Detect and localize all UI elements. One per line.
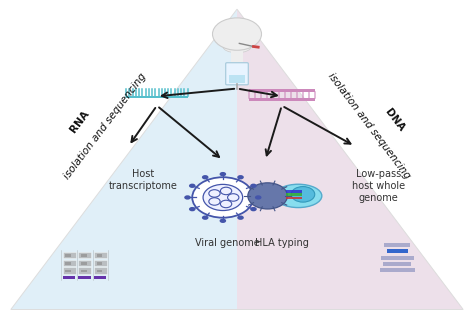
Text: Low-pass
host whole
genome: Low-pass host whole genome bbox=[352, 170, 405, 203]
Bar bbox=[97, 262, 102, 265]
Bar bbox=[94, 268, 107, 274]
Ellipse shape bbox=[275, 184, 322, 208]
Bar bbox=[381, 256, 414, 260]
Bar bbox=[380, 268, 415, 272]
Bar bbox=[285, 193, 302, 196]
Polygon shape bbox=[237, 9, 463, 310]
Circle shape bbox=[291, 187, 315, 202]
Bar bbox=[94, 252, 107, 258]
Bar bbox=[81, 270, 87, 273]
Bar bbox=[97, 270, 102, 273]
Text: isolation and sequencing: isolation and sequencing bbox=[326, 71, 412, 181]
Circle shape bbox=[189, 207, 196, 211]
Bar bbox=[81, 254, 87, 257]
Circle shape bbox=[250, 184, 257, 188]
Circle shape bbox=[237, 215, 244, 220]
Bar bbox=[63, 260, 76, 266]
Bar bbox=[97, 254, 102, 257]
Circle shape bbox=[212, 18, 262, 50]
Bar bbox=[78, 276, 91, 279]
Circle shape bbox=[202, 175, 209, 179]
Circle shape bbox=[192, 177, 254, 218]
Bar bbox=[65, 270, 71, 273]
Bar bbox=[285, 190, 302, 193]
Bar bbox=[78, 260, 91, 266]
Text: HLA typing: HLA typing bbox=[255, 238, 309, 248]
Bar bbox=[94, 260, 107, 266]
FancyBboxPatch shape bbox=[226, 63, 248, 85]
Circle shape bbox=[250, 207, 257, 211]
Circle shape bbox=[203, 184, 243, 210]
Circle shape bbox=[237, 175, 244, 179]
Bar bbox=[126, 96, 188, 98]
Circle shape bbox=[189, 184, 196, 188]
Bar bbox=[383, 262, 411, 266]
Circle shape bbox=[219, 172, 226, 176]
Bar bbox=[81, 262, 87, 265]
Bar bbox=[231, 51, 243, 64]
Bar bbox=[65, 262, 71, 265]
Bar bbox=[249, 89, 315, 92]
Circle shape bbox=[255, 195, 262, 200]
Bar bbox=[229, 75, 245, 83]
Ellipse shape bbox=[223, 40, 251, 53]
Bar bbox=[384, 243, 410, 247]
Bar bbox=[63, 268, 76, 274]
Text: RNA: RNA bbox=[68, 107, 93, 136]
Text: Host
transcriptome: Host transcriptome bbox=[109, 170, 177, 191]
Text: isolation and sequencing: isolation and sequencing bbox=[62, 71, 148, 181]
Bar bbox=[63, 276, 75, 279]
Circle shape bbox=[184, 195, 191, 200]
Text: Viral genome: Viral genome bbox=[195, 238, 260, 248]
Bar bbox=[285, 197, 302, 199]
Text: DNA: DNA bbox=[383, 107, 409, 136]
Bar bbox=[94, 276, 106, 279]
Circle shape bbox=[248, 183, 287, 209]
Bar bbox=[387, 249, 408, 253]
Polygon shape bbox=[11, 9, 237, 310]
Bar bbox=[249, 98, 315, 101]
Circle shape bbox=[202, 215, 209, 220]
Circle shape bbox=[219, 219, 226, 223]
Bar bbox=[63, 252, 76, 258]
Bar bbox=[78, 268, 91, 274]
Bar bbox=[65, 254, 71, 257]
Bar bbox=[78, 252, 91, 258]
